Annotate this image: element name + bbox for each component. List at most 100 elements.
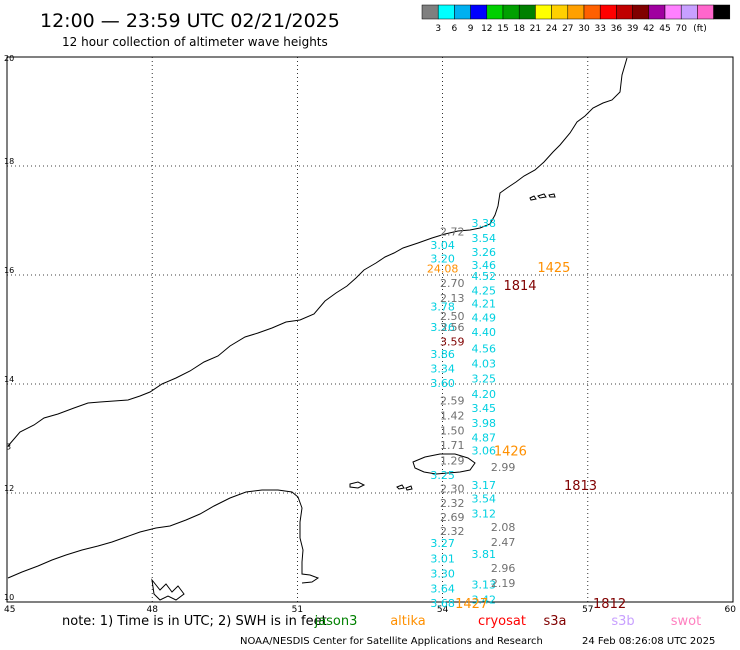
pass-time-label: 1812 [593,597,626,612]
pass-time-label: 1426 [494,444,527,459]
pass-time-label: 1425 [537,261,570,276]
socotra-island [412,453,476,475]
latitude-tick-label: 10 [4,593,14,602]
satellite-legend: jason3 altika cryosat s3a s3b swot [314,614,702,629]
wave-height-reading: 3.42 [471,593,496,606]
wave-height-reading: 3.26 [430,321,455,334]
latitude-tick-label: 18 [4,157,14,166]
latitude-tick-label: 20 [4,54,14,63]
wave-height-reading: 4.52 [471,270,496,283]
color-swatch [502,4,520,20]
wave-height-reading: 4.03 [471,357,496,370]
latitude-tick-label: 14 [4,375,14,384]
wave-height-reading: 4.40 [471,326,496,339]
wave-height-reading: 3.54 [471,492,496,505]
wave-height-reading: 4.49 [471,312,496,325]
wave-height-reading: 3.68 [430,597,455,610]
wave-height-reading: 3.30 [430,568,455,581]
color-scale-label: 21 [530,24,541,34]
longitude-tick-label: 57 [582,605,593,615]
wave-height-reading: 3.01 [430,552,455,565]
wave-height-reading: 3.12 [471,508,496,521]
wave-height-tracks: 3.383.543.263.464.524.254.214.494.404.56… [427,217,516,610]
wave-height-reading: 4.87 [471,431,496,444]
wave-height-reading: 4.20 [471,388,496,401]
legend-s3b: s3b [611,614,634,629]
color-scale-label: 39 [627,24,639,34]
wave-height-reading: 2.69 [440,511,465,524]
color-swatch [535,4,552,20]
wave-height-reading: 4.25 [471,284,496,297]
wave-height-reading: 3.34 [430,363,455,376]
wave-height-reading: 2.47 [491,536,516,549]
color-scale-label: 9 [468,24,474,34]
wave-height-reading: 3.06 [471,444,496,457]
legend-altika: altika [390,614,426,629]
wave-height-reading: 3.54 [471,232,496,245]
color-swatch [551,4,569,20]
coastline [7,57,628,601]
wave-height-reading: 2.30 [440,483,465,496]
color-scale-label: 45 [659,24,670,34]
color-swatch [713,4,731,20]
wave-height-reading: 3.04 [430,239,455,252]
longitude-tick-label: 60 [725,605,737,615]
wave-height-reading: 2.13 [440,292,465,305]
abd-al-kuri-island [349,481,366,489]
side-tick-label: 3 [6,442,11,451]
color-scale-label: 24 [546,24,558,34]
color-scale-label: 70 [675,24,687,34]
color-swatch [454,4,471,20]
small-island-1 [396,484,405,490]
timestamp: 24 Feb 08:26:08 UTC 2025 [582,636,715,647]
longitude-tick-label: 45 [4,605,15,615]
wave-height-reading: 4.21 [471,297,496,310]
wave-height-reading: 1.50 [440,424,465,437]
small-island-5 [548,193,556,198]
color-scale-bar: 3 6 9 12 15 18 21 24 27 30 33 36 39 42 45 70 (ft) [421,4,731,34]
legend-jason3: jason3 [314,614,358,629]
latitude-tick-label: 16 [4,266,14,275]
color-scale-label: 27 [562,24,573,34]
color-swatch [583,4,601,20]
wave-height-reading: 2.96 [491,562,516,575]
small-island-2 [405,485,413,491]
color-swatch [648,4,666,20]
wave-height-reading: 3.17 [471,479,496,492]
color-scale-label: 36 [611,24,623,34]
pass-time-label: 1814 [503,279,536,294]
color-scale-label: 18 [513,24,525,34]
wave-height-reading: 3.98 [471,417,496,430]
color-swatch [518,4,536,20]
color-swatch [437,4,455,20]
wave-height-reading: 3.78 [430,301,455,314]
wave-height-reading: 2.99 [491,461,516,474]
wave-height-reading: 3.27 [430,537,455,550]
wave-height-reading: 2.19 [491,577,516,590]
map-title: 12:00 — 23:59 UTC 02/21/2025 [40,10,340,32]
wave-height-reading: 3.25 [430,469,455,482]
wave-height-reading: 3.64 [430,582,455,595]
color-swatch [486,4,504,20]
arabian-coast [7,57,628,447]
wave-height-reading: 1.71 [440,439,465,452]
wave-height-reading: 3.86 [430,348,455,361]
wave-height-reading: 2.50 [440,310,465,323]
longitude-tick-label: 54 [437,605,449,615]
small-island-3 [529,195,537,201]
color-swatch [616,4,633,20]
wave-height-reading: 3.81 [471,548,496,561]
wave-height-reading: 3.45 [471,402,496,415]
wave-height-reading: 2.32 [440,525,465,538]
color-swatch [664,4,682,20]
color-scale-label: 15 [497,24,508,34]
pass-time-label: 1427 [455,597,488,612]
wave-height-reading: 3.26 [471,246,496,259]
wave-height-reading: 3.60 [430,377,455,390]
wave-height-reading: 1.42 [440,410,465,423]
wave-height-reading: 2.72 [440,225,465,238]
color-scale-unit: (ft) [693,24,707,34]
wave-height-reading: 3.46 [471,259,496,272]
